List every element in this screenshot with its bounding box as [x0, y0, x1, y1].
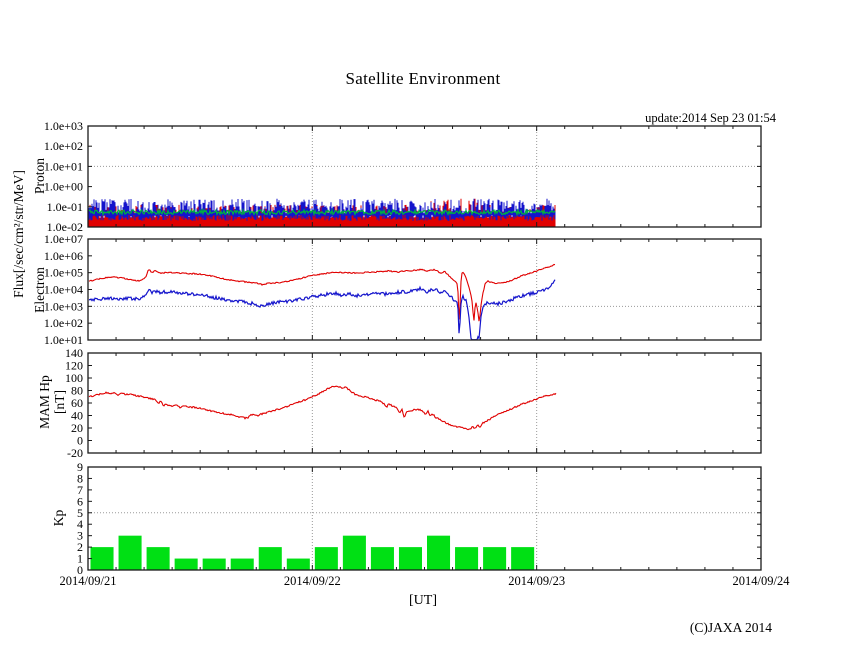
- kp-y-tick-label: 8: [77, 471, 83, 485]
- kp-y-tick-label: 2: [77, 540, 83, 554]
- electron-y-tick-label: 1.0e+07: [44, 232, 83, 246]
- mam-y-tick-label: 140: [65, 346, 83, 360]
- kp-y-tick-label: 1: [77, 552, 83, 566]
- x-tick-label: 2014/09/21: [60, 574, 117, 588]
- mam-y-tick-label: 80: [71, 384, 83, 398]
- mam-x-ticks: [87, 353, 762, 453]
- proton-y-tick-label: 1.0e+03: [44, 119, 83, 133]
- kp-bar: [230, 558, 254, 570]
- flux-axis-label: Flux[/sec/cm²/str/MeV]: [11, 170, 26, 298]
- mam-y-tick-label: 60: [71, 396, 83, 410]
- kp-bar: [286, 558, 310, 570]
- electron-axis-label: Electron: [32, 267, 47, 313]
- x-tick-labels: 2014/09/21 2014/09/22 2014/09/23 2014/09/24: [60, 574, 791, 588]
- kp-y-tick-label: 5: [77, 506, 83, 520]
- mam-y-tick-label: -20: [67, 446, 83, 460]
- electron-y-tick-label: 1.0e+05: [44, 266, 83, 280]
- proton-y-tick-label: 1.0e+00: [44, 180, 83, 194]
- mam-y-tick-label: 0: [77, 434, 83, 448]
- electron-y-tick-label: 1.0e+01: [44, 333, 83, 347]
- electron-y-tick-label: 1.0e+06: [44, 249, 83, 263]
- kp-y-tick-label: 4: [77, 517, 83, 531]
- x-tick-label: 2014/09/23: [508, 574, 565, 588]
- electron-blue-series: [88, 279, 556, 341]
- mam-y-tick-label: 20: [71, 421, 83, 435]
- mam-axis-label-line2: [nT]: [52, 390, 67, 415]
- kp-x-ticks: [87, 467, 762, 570]
- proton-y-tick-label: 1.0e+01: [44, 159, 83, 173]
- electron-y-tick-label: 1.0e+04: [44, 283, 83, 297]
- electron-y-tick-label: 1.0e+03: [44, 299, 83, 313]
- proton-y-tick-label: 1.0e-01: [47, 200, 83, 214]
- proton-y-tick-label: 1.0e+02: [44, 139, 83, 153]
- electron-x-ticks: [87, 239, 762, 340]
- kp-y-tick-label: 3: [77, 529, 83, 543]
- kp-axis-label: Kp: [51, 509, 66, 527]
- page-title: Satellite Environment: [345, 69, 501, 88]
- electron-plot: 1.0e+07 1.0e+06 1.0e+05 1.0e+04 1.0e+03 1.0e+…: [44, 232, 762, 347]
- electron-red-series: [88, 263, 556, 322]
- proton-y-ticks: 1.0e+03 1.0e+02 1.0e+01 1.0e+00 1.0e-01 1.0e-…: [44, 119, 761, 234]
- copyright-notice: (C)JAXA 2014: [689, 620, 772, 635]
- kp-panel-border: [87, 466, 762, 571]
- mam-y-tick-label: 100: [65, 371, 83, 385]
- x-tick-label: 2014/09/24: [733, 574, 791, 588]
- electron-panel-border: [87, 238, 762, 341]
- kp-bar: [370, 547, 394, 570]
- x-axis-title: [UT]: [409, 593, 437, 608]
- kp-bar: [174, 558, 198, 570]
- kp-y-tick-label: 0: [77, 563, 83, 577]
- kp-bar: [146, 547, 170, 570]
- kp-y-tick-label: 7: [77, 483, 83, 497]
- mam-panel-border: [87, 352, 762, 454]
- kp-bar: [118, 535, 142, 570]
- kp-bar: [483, 547, 507, 570]
- mam-y-tick-label: 120: [65, 359, 83, 373]
- kp-bar: [258, 547, 282, 570]
- kp-bar: [90, 547, 114, 570]
- kp-bar: [427, 535, 451, 570]
- electron-y-tick-label: 1.0e+02: [44, 316, 83, 330]
- update-timestamp: update:2014 Sep 23 01:54: [645, 111, 776, 125]
- proton-y-tick-label: 1.0e-02: [47, 220, 83, 234]
- mam-y-tick-label: 40: [71, 409, 83, 423]
- proton-x-ticks: [87, 126, 762, 227]
- mam-axis-label: MAM Hp [nT]: [37, 375, 67, 429]
- kp-bar: [511, 547, 535, 570]
- mam-red-series: [88, 385, 557, 431]
- kp-bar: [202, 558, 226, 570]
- kp-bar: [398, 547, 422, 570]
- proton-plot: 1.0e+03 1.0e+02 1.0e+01 1.0e+00 1.0e-01 1.0e-…: [44, 119, 762, 234]
- kp-bar: [455, 547, 479, 570]
- x-tick-label: 2014/09/22: [284, 574, 341, 588]
- kp-bar: [314, 547, 338, 570]
- kp-y-tick-label: 6: [77, 494, 83, 508]
- kp-bar: [342, 535, 366, 570]
- proton-axis-label: Proton: [32, 157, 47, 195]
- mam-axis-label-line1: MAM Hp: [37, 375, 52, 429]
- electron-y-ticks: 1.0e+07 1.0e+06 1.0e+05 1.0e+04 1.0e+03 1.0e+…: [44, 232, 761, 347]
- proton-green-series: [88, 207, 556, 217]
- kp-y-tick-label: 9: [77, 460, 83, 474]
